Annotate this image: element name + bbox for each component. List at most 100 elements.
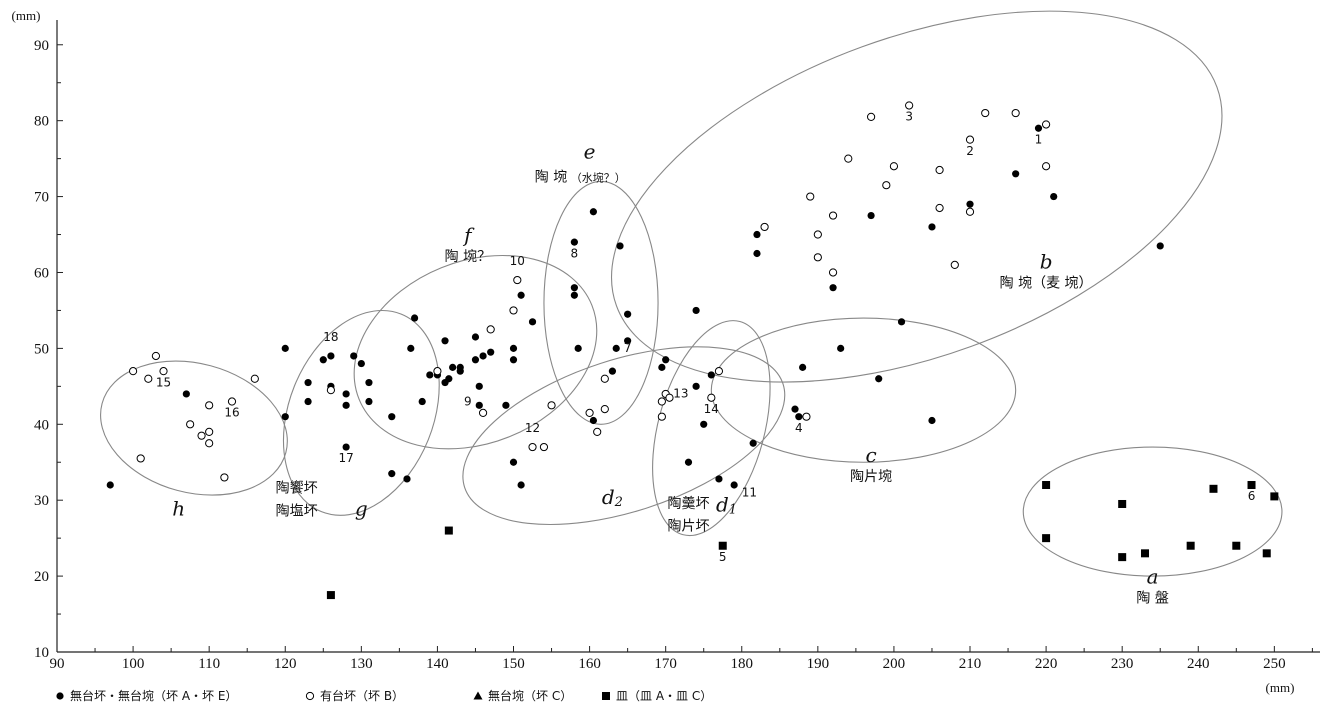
group-letter-h: h <box>172 496 185 520</box>
y-tick-label: 30 <box>34 493 49 509</box>
group-letter-b: b <box>1040 250 1053 274</box>
data-point-filled-circle <box>662 356 670 364</box>
data-point-filled-circle <box>342 401 350 409</box>
x-tick-label: 180 <box>731 656 754 672</box>
data-point-filled-circle <box>517 291 525 299</box>
data-point-open-circle <box>867 112 876 121</box>
data-point-filled-circle <box>715 475 723 483</box>
data-point-open-circle <box>802 412 811 421</box>
data-point-filled-circle <box>410 314 419 322</box>
group-subscript-d2: 2 <box>614 495 623 510</box>
data-point-open-circle <box>509 306 518 315</box>
point-label: 4 <box>795 421 803 435</box>
legend: 無台坏・無台埦（坏 A・坏 E） 有台坏（坏 B） 無台埦（坏 C） 皿（皿 A・皿 … <box>56 688 712 703</box>
data-point-open-circle <box>547 401 556 410</box>
group-letter-g: g <box>355 496 368 520</box>
data-point-open-circle <box>513 275 522 285</box>
group-ellipse-b <box>611 10 1223 383</box>
data-point-open-circle <box>828 268 838 277</box>
data-point-open-circle <box>882 181 891 190</box>
group-ellipse-g <box>282 309 440 516</box>
data-point-square <box>718 541 727 550</box>
data-point-filled-circle <box>966 200 974 208</box>
data-point-open-circle <box>1011 108 1020 118</box>
data-point-open-circle <box>433 367 442 376</box>
data-point-filled-circle <box>502 401 510 409</box>
data-point-filled-circle <box>570 284 578 292</box>
data-point-open-circle <box>600 405 609 414</box>
group-caption2-d-caption: 陶片坏 <box>668 519 710 535</box>
data-point-filled-circle <box>589 416 597 425</box>
data-point-open-circle <box>981 108 990 118</box>
data-point-filled-circle <box>426 371 434 379</box>
legend-marker-open-circle <box>305 691 315 701</box>
group-ellipse-a <box>1022 446 1283 577</box>
data-point-filled-circle <box>441 337 449 345</box>
y-tick-label: 50 <box>34 341 49 357</box>
point-label: 2 <box>966 144 974 158</box>
x-tick-label: 240 <box>1187 656 1210 672</box>
data-point-filled-circle <box>509 356 518 364</box>
data-point-filled-circle <box>487 348 495 356</box>
legend-label: 皿（皿 A・皿 C） <box>616 689 712 703</box>
data-point-filled-circle <box>449 363 457 371</box>
data-point-open-circle <box>159 367 168 376</box>
data-point-filled-circle <box>304 378 312 387</box>
data-point-filled-circle <box>799 363 807 371</box>
data-point-open-circle <box>486 325 495 334</box>
data-point-filled-circle <box>700 420 708 428</box>
data-point-open-circle <box>205 427 214 436</box>
data-point-open-circle <box>714 367 724 376</box>
point-label: 3 <box>905 110 913 124</box>
data-point-open-circle <box>197 431 206 440</box>
data-point-square <box>1042 481 1051 490</box>
data-point-filled-circle <box>684 458 693 466</box>
data-point-filled-circle <box>707 371 715 379</box>
data-point-filled-circle <box>928 416 936 425</box>
data-point-filled-circle <box>456 363 464 371</box>
y-tick-label: 60 <box>34 265 49 281</box>
data-point-square <box>1141 549 1150 558</box>
data-point-open-circle <box>186 420 195 429</box>
data-point-filled-circle <box>365 397 373 406</box>
data-point-open-circle <box>965 207 975 216</box>
y-tick-label: 40 <box>34 417 49 433</box>
data-point-open-circle <box>593 427 602 436</box>
data-point-filled-circle <box>509 344 518 352</box>
x-tick-label: 230 <box>1111 656 1134 672</box>
x-tick-label: 190 <box>807 656 830 672</box>
group-letter-f: f <box>462 223 475 247</box>
y-unit-label: (mm) <box>12 8 41 23</box>
data-point-filled-circle <box>327 352 335 360</box>
data-point-open-circle <box>657 397 666 406</box>
point-label: 15 <box>156 375 171 389</box>
x-tick-label: 210 <box>959 656 982 672</box>
data-point-filled-circle <box>692 382 700 390</box>
point-label: 7 <box>624 341 632 355</box>
data-point-filled-circle <box>692 306 700 315</box>
group-ellipse-e <box>543 180 659 425</box>
group-caption2-gh-caption: 陶塩坏 <box>276 503 318 519</box>
data-point-square <box>1232 541 1241 550</box>
group-caption-gh-caption: 陶饗坏 <box>276 480 318 497</box>
data-point-filled-circle <box>475 401 483 409</box>
data-point-square <box>1186 541 1195 550</box>
group-caption-f: 陶 埦？ <box>445 249 491 265</box>
data-point-open-circle <box>600 374 609 383</box>
data-point-filled-circle <box>867 211 875 220</box>
data-point-filled-circle <box>357 359 365 368</box>
data-point-square <box>1042 534 1051 543</box>
data-point-open-circle <box>813 253 822 262</box>
data-point-filled-circle <box>624 310 632 318</box>
x-tick-label: 140 <box>426 656 449 672</box>
data-point-open-circle <box>128 367 138 376</box>
data-point-filled-circle <box>517 481 525 489</box>
data-point-filled-circle <box>1156 242 1164 250</box>
data-point-open-circle <box>707 393 716 402</box>
data-point-open-circle <box>144 374 153 383</box>
data-point-open-circle <box>665 393 674 402</box>
data-point-open-circle <box>205 439 214 448</box>
data-point-filled-circle <box>875 375 883 383</box>
data-point-open-circle <box>136 454 145 463</box>
